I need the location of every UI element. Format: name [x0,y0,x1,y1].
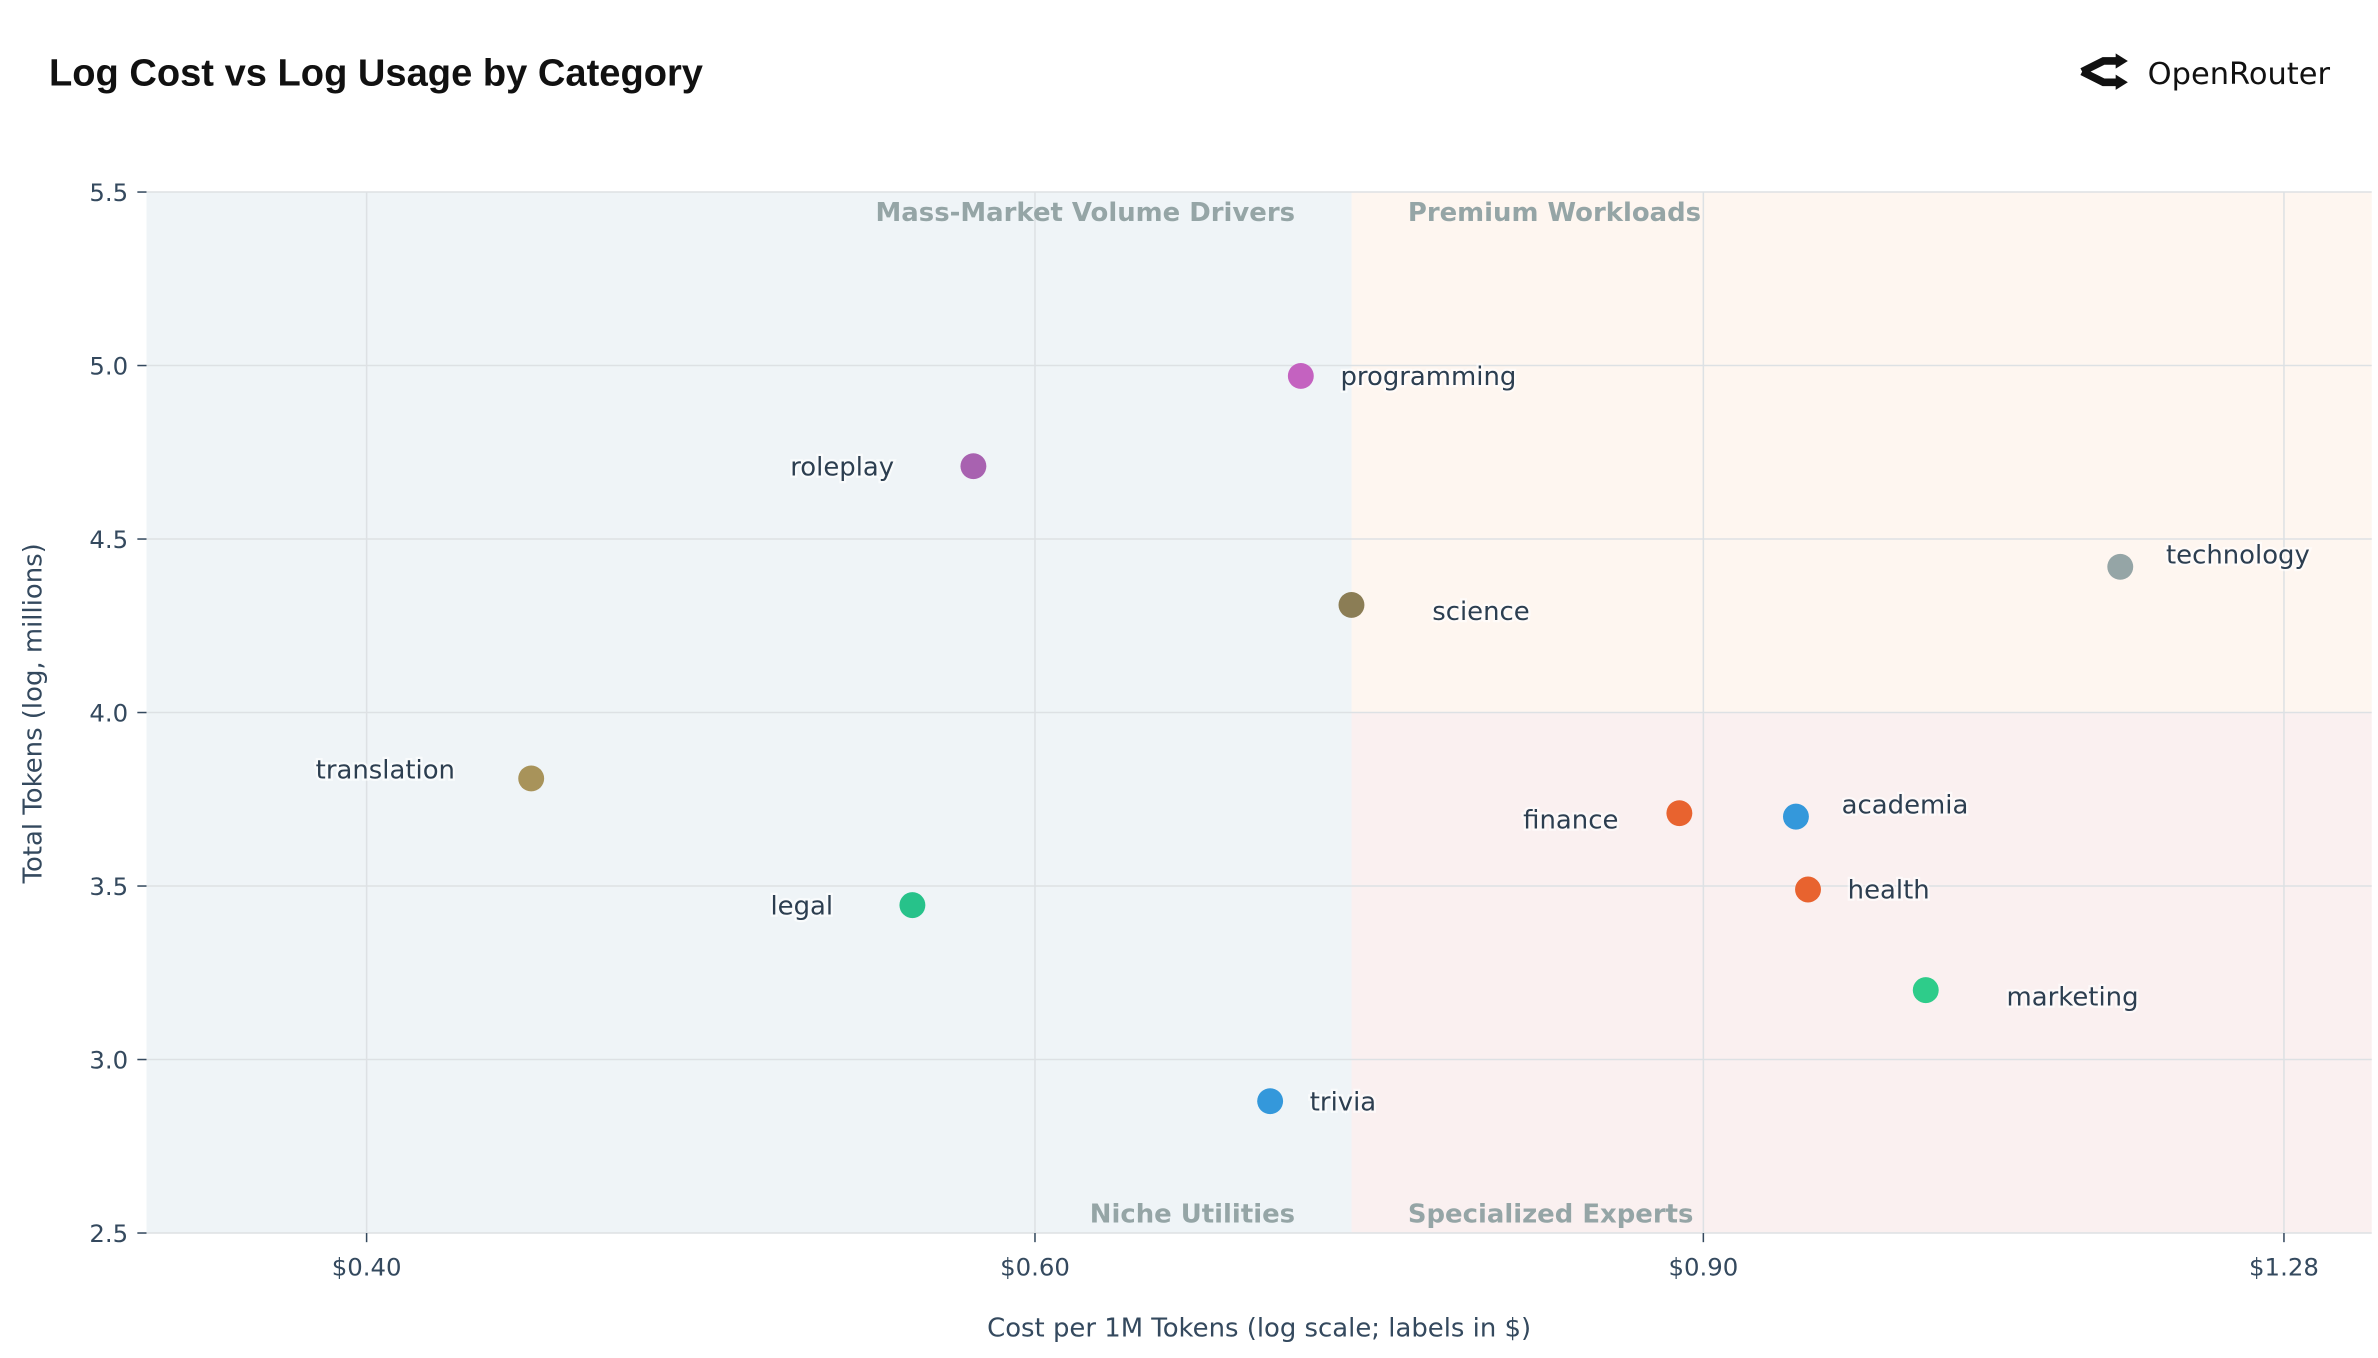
quadrant-label-bottom-left: Niche Utilities [1090,1199,1295,1229]
y-tick-label: 3.5 [89,872,128,901]
point-trivia [1257,1088,1284,1115]
x-tick-label: $0.90 [1668,1253,1738,1282]
quadrant-label-bottom-right: Specialized Experts [1408,1199,1694,1229]
point-roleplay [960,453,987,480]
point-health [1795,876,1821,903]
plot-area: 2.5 3.0 3.5 4.0 4.5 5.0 5.5 $0.40 $0.60 $0.90 $1.2… [89,178,2372,1282]
point-label-science: science [1432,597,1529,627]
point-label-finance: finance [1523,805,1618,835]
y-tick-label: 5.5 [89,178,128,207]
y-axis-label: Total Tokens (log, millions) [18,543,48,884]
y-tick-label: 4.0 [89,699,128,728]
y-tick-label: 2.5 [89,1219,128,1248]
point-label-programming: programming [1340,362,1516,392]
quadrant-bottom-right [1351,712,2372,1234]
quadrant-top-left [146,192,1352,713]
point-translation [518,765,545,792]
quadrant-label-top-right: Premium Workloads [1408,198,1701,228]
quadrant-label-top-left: Mass-Market Volume Drivers [876,198,1296,228]
x-axis-label: Cost per 1M Tokens (log scale; labels in… [987,1314,1531,1344]
chart-title: Log Cost vs Log Usage by Category [49,52,703,94]
y-tick-label: 3.0 [89,1046,128,1075]
point-label-legal: legal [770,891,833,921]
point-label-trivia: trivia [1310,1087,1376,1117]
x-tick-label: $1.28 [2249,1253,2319,1282]
y-tick-label: 4.5 [89,525,128,554]
quadrant-top-right [1351,192,2372,713]
x-tick-label: $0.40 [332,1253,402,1282]
point-science [1338,592,1365,618]
point-label-health: health [1848,876,1930,906]
point-academia [1782,803,1809,830]
x-tick-label: $0.60 [1000,1253,1070,1282]
point-label-roleplay: roleplay [790,452,894,482]
y-tick-label: 5.0 [89,352,128,381]
point-finance [1666,800,1693,827]
point-label-technology: technology [2166,541,2310,571]
brand-name: OpenRouter [2148,57,2331,92]
point-label-academia: academia [1842,791,1969,821]
point-legal [899,892,926,919]
quadrant-bottom-left [146,712,1352,1234]
point-label-marketing: marketing [2007,982,2139,1012]
point-marketing [1912,977,1939,1004]
point-label-translation: translation [316,755,455,785]
openrouter-logo-icon [2080,53,2128,90]
point-technology [2107,553,2134,580]
point-programming [1287,362,1314,389]
